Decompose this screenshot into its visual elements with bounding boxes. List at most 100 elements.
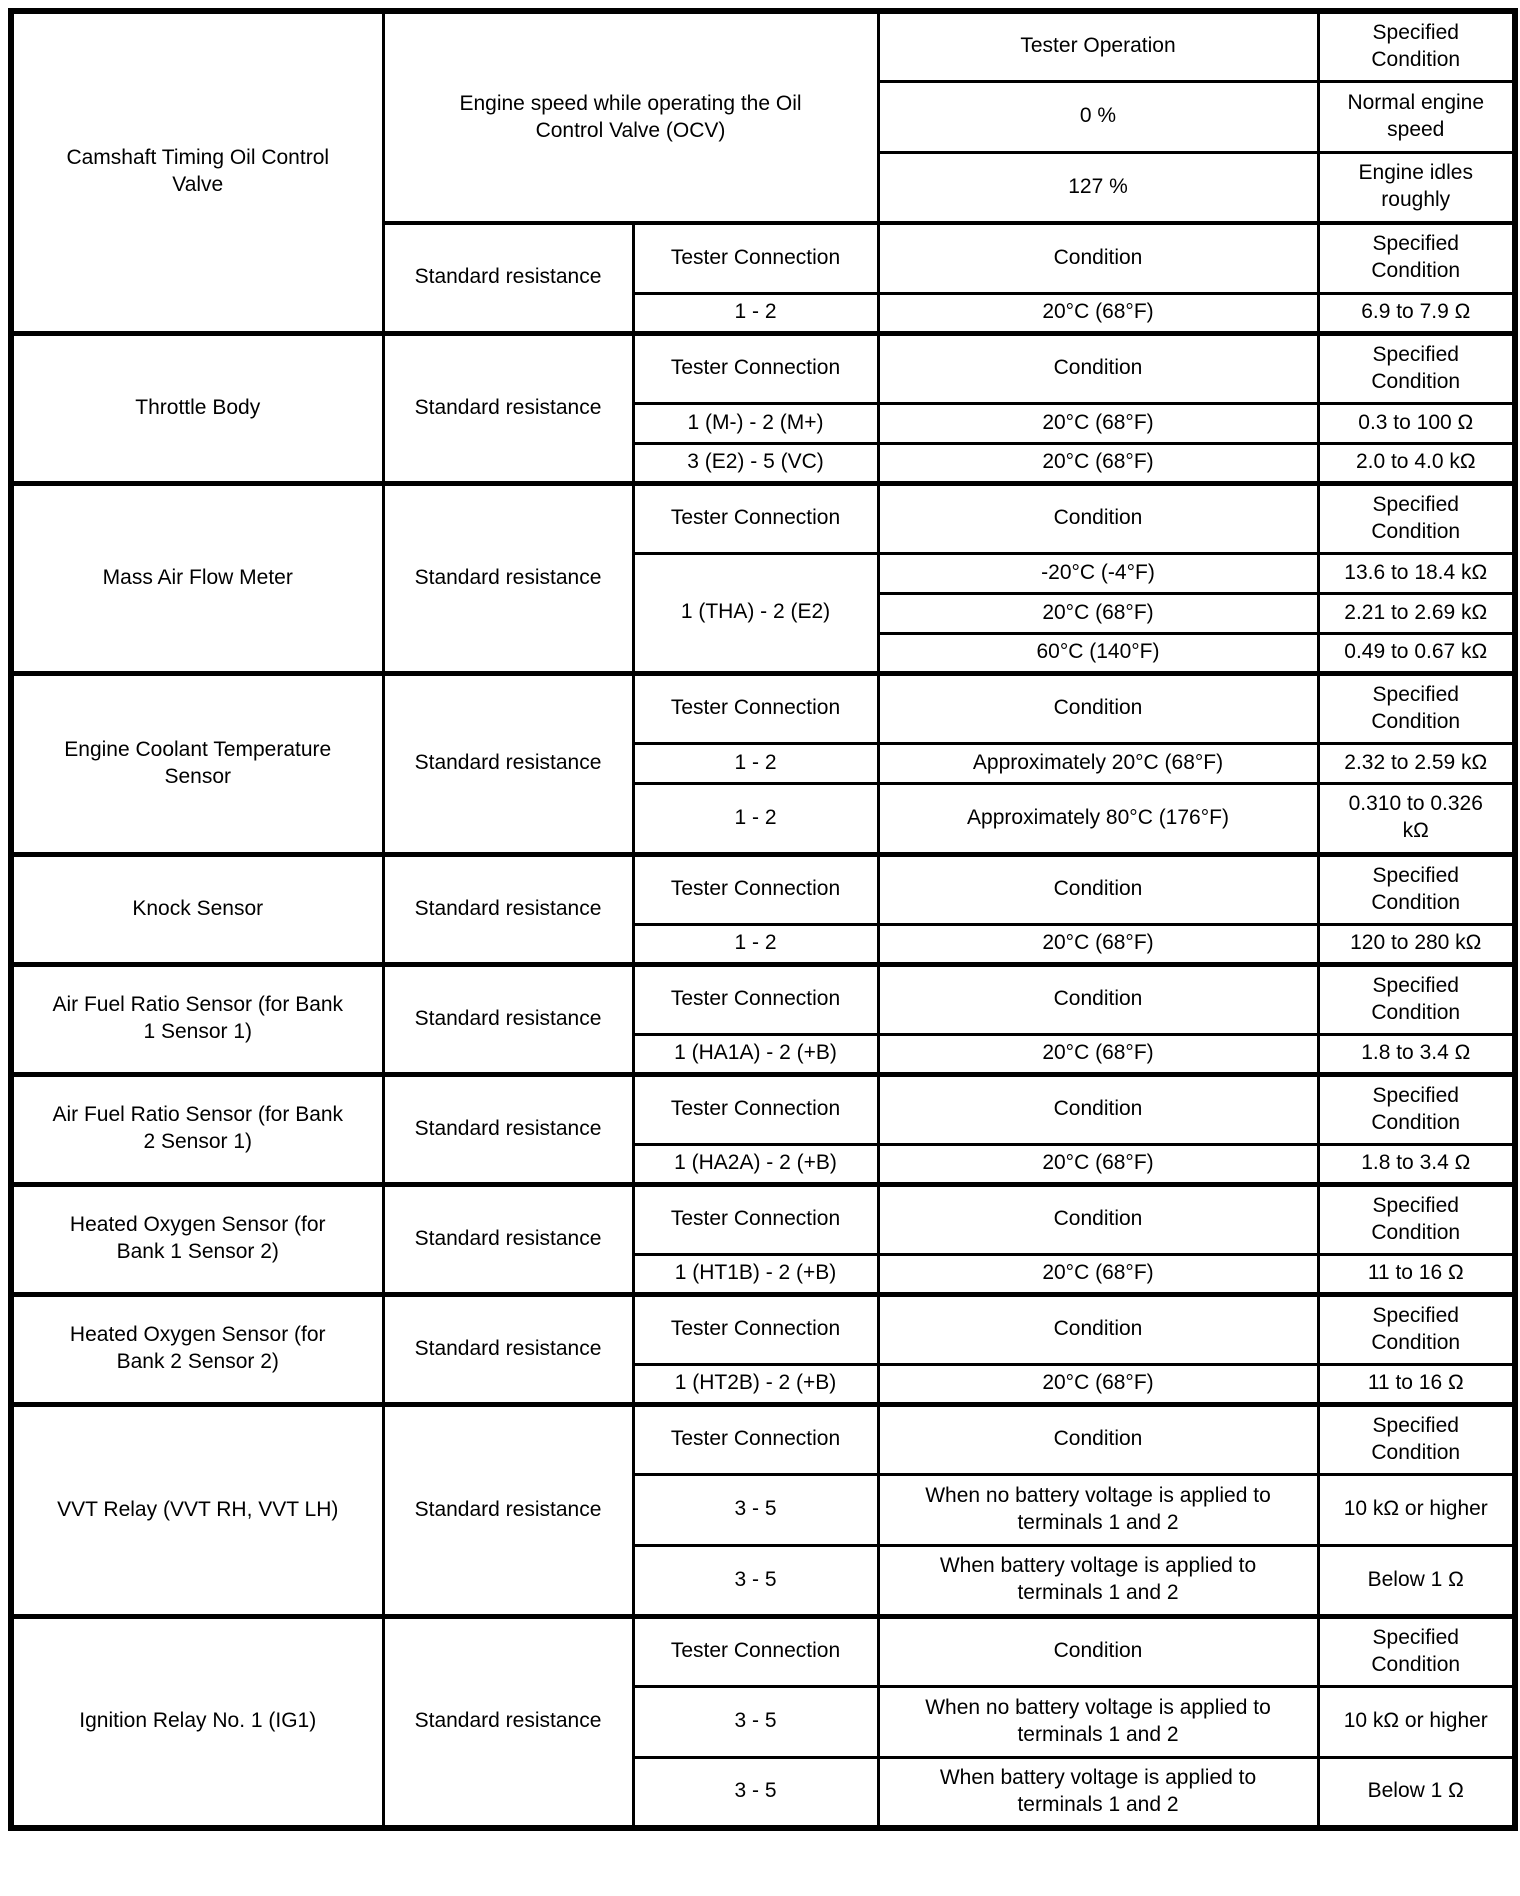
condition-value: When battery voltage is applied to termi…: [876, 1755, 1320, 1830]
tester-connection-value: 3 - 5: [631, 1543, 880, 1618]
standard-resistance-label: Standard resistance: [381, 331, 635, 485]
group-camshaft-timing-ocv: Camshaft Timing Oil Control Valve Engine…: [9, 9, 1517, 335]
standard-resistance-label: Standard resistance: [381, 1292, 635, 1406]
tester-connection-header: Tester Connection: [631, 852, 880, 926]
condition-value: 20°C (68°F): [876, 1142, 1320, 1186]
tester-connection-value: 1 - 2: [631, 922, 880, 966]
condition-value: 20°C (68°F): [876, 1252, 1320, 1296]
specified-condition-value: 0.49 to 0.67 kΩ: [1316, 631, 1517, 675]
component-name: Heated Oxygen Sensor (for Bank 2 Sensor …: [9, 1292, 385, 1406]
condition-header: Condition: [876, 962, 1320, 1036]
specified-condition-header: Specified Condition: [1316, 221, 1517, 295]
condition-header: Condition: [876, 1182, 1320, 1256]
group-ho2s-bank1: Heated Oxygen Sensor (for Bank 1 Sensor …: [9, 1182, 1517, 1296]
tester-connection-value: 3 - 5: [631, 1472, 880, 1547]
standard-resistance-label: Standard resistance: [381, 671, 635, 856]
group-ho2s-bank2: Heated Oxygen Sensor (for Bank 2 Sensor …: [9, 1292, 1517, 1406]
tester-connection-value: 1 (HT1B) - 2 (+B): [631, 1252, 880, 1296]
condition-value: When battery voltage is applied to termi…: [876, 1543, 1320, 1618]
standard-resistance-label: Standard resistance: [381, 962, 635, 1076]
component-name: Mass Air Flow Meter: [9, 481, 385, 675]
specified-condition-value: 120 to 280 kΩ: [1316, 922, 1517, 966]
specified-condition-header: Specified Condition: [1316, 1402, 1517, 1476]
standard-resistance-label: Standard resistance: [381, 481, 635, 675]
tester-connection-value: 1 - 2: [631, 291, 880, 335]
specified-condition-value: 6.9 to 7.9 Ω: [1316, 291, 1517, 335]
standard-resistance-label: Standard resistance: [381, 221, 635, 335]
specified-condition-value: Normal engine speed: [1316, 79, 1517, 154]
specified-condition-value: 2.21 to 2.69 kΩ: [1316, 591, 1517, 635]
tester-connection-header: Tester Connection: [631, 481, 880, 555]
condition-value: -20°C (-4°F): [876, 551, 1320, 595]
tester-connection-header: Tester Connection: [631, 1614, 880, 1688]
condition-header: Condition: [876, 1292, 1320, 1366]
condition-value: 20°C (68°F): [876, 1032, 1320, 1076]
specified-condition-value: 0.3 to 100 Ω: [1316, 401, 1517, 445]
tester-connection-value: 3 - 5: [631, 1684, 880, 1759]
condition-value: 20°C (68°F): [876, 922, 1320, 966]
component-name: Engine Coolant Temperature Sensor: [9, 671, 385, 856]
tester-connection-value: 1 (M-) - 2 (M+): [631, 401, 880, 445]
tester-connection-value: 1 (HA1A) - 2 (+B): [631, 1032, 880, 1076]
group-throttle-body: Throttle Body Standard resistance Tester…: [9, 331, 1517, 485]
tester-connection-value: 1 (HA2A) - 2 (+B): [631, 1142, 880, 1186]
condition-header: Condition: [876, 1072, 1320, 1146]
standard-resistance-label: Standard resistance: [381, 1072, 635, 1186]
condition-value: 20°C (68°F): [876, 441, 1320, 485]
tester-operation-value: 127 %: [876, 150, 1320, 225]
specified-condition-header: Specified Condition: [1316, 962, 1517, 1036]
condition-header: Condition: [876, 671, 1320, 745]
specified-condition-value: Below 1 Ω: [1316, 1755, 1517, 1830]
condition-value: 60°C (140°F): [876, 631, 1320, 675]
specified-condition-header: Specified Condition: [1316, 1072, 1517, 1146]
group-ignition-relay: Ignition Relay No. 1 (IG1) Standard resi…: [9, 1614, 1517, 1830]
document-page: Camshaft Timing Oil Control Valve Engine…: [8, 8, 1518, 1831]
condition-value: 20°C (68°F): [876, 401, 1320, 445]
component-name: Knock Sensor: [9, 852, 385, 966]
tester-connection-header: Tester Connection: [631, 671, 880, 745]
specified-condition-value: 10 kΩ or higher: [1316, 1684, 1517, 1759]
component-name: Throttle Body: [9, 331, 385, 485]
tester-connection-header: Tester Connection: [631, 331, 880, 405]
tester-connection-value: 3 - 5: [631, 1755, 880, 1830]
specified-condition-value: 0.310 to 0.326 kΩ: [1316, 781, 1517, 856]
specified-condition-value: 11 to 16 Ω: [1316, 1362, 1517, 1406]
tester-connection-value: 3 (E2) - 5 (VC): [631, 441, 880, 485]
condition-header: Condition: [876, 1402, 1320, 1476]
ocv-engine-speed-label: Engine speed while operating the Oil Con…: [381, 9, 880, 225]
tester-operation-header: Tester Operation: [876, 9, 1320, 83]
tester-connection-header: Tester Connection: [631, 1072, 880, 1146]
tester-connection-value: 1 (HT2B) - 2 (+B): [631, 1362, 880, 1406]
condition-value: Approximately 20°C (68°F): [876, 741, 1320, 785]
specified-condition-value: 13.6 to 18.4 kΩ: [1316, 551, 1517, 595]
tester-operation-value: 0 %: [876, 79, 1320, 154]
standard-resistance-label: Standard resistance: [381, 852, 635, 966]
tester-connection-value: 1 - 2: [631, 781, 880, 856]
condition-header: Condition: [876, 1614, 1320, 1688]
standard-resistance-label: Standard resistance: [381, 1182, 635, 1296]
tester-connection-header: Tester Connection: [631, 1182, 880, 1256]
group-mass-air-flow-meter: Mass Air Flow Meter Standard resistance …: [9, 481, 1517, 675]
specified-condition-header: Specified Condition: [1316, 481, 1517, 555]
specified-condition-header: Specified Condition: [1316, 852, 1517, 926]
group-afr-sensor-bank1: Air Fuel Ratio Sensor (for Bank 1 Sensor…: [9, 962, 1517, 1076]
tester-connection-value: 1 (THA) - 2 (E2): [631, 551, 880, 675]
specified-condition-header: Specified Condition: [1316, 1292, 1517, 1366]
component-name: Air Fuel Ratio Sensor (for Bank 2 Sensor…: [9, 1072, 385, 1186]
specified-condition-header: Specified Condition: [1316, 9, 1517, 83]
condition-value: 20°C (68°F): [876, 291, 1320, 335]
standard-resistance-label: Standard resistance: [381, 1402, 635, 1618]
specified-condition-value: 2.32 to 2.59 kΩ: [1316, 741, 1517, 785]
tester-connection-value: 1 - 2: [631, 741, 880, 785]
condition-header: Condition: [876, 852, 1320, 926]
condition-header: Condition: [876, 221, 1320, 295]
specified-condition-value: 1.8 to 3.4 Ω: [1316, 1142, 1517, 1186]
group-engine-coolant-temp-sensor: Engine Coolant Temperature Sensor Standa…: [9, 671, 1517, 856]
specified-condition-header: Specified Condition: [1316, 1614, 1517, 1688]
condition-header: Condition: [876, 331, 1320, 405]
specified-condition-value: 11 to 16 Ω: [1316, 1252, 1517, 1296]
specified-condition-value: 1.8 to 3.4 Ω: [1316, 1032, 1517, 1076]
component-name: Camshaft Timing Oil Control Valve: [9, 9, 385, 335]
tester-connection-header: Tester Connection: [631, 1402, 880, 1476]
condition-header: Condition: [876, 481, 1320, 555]
